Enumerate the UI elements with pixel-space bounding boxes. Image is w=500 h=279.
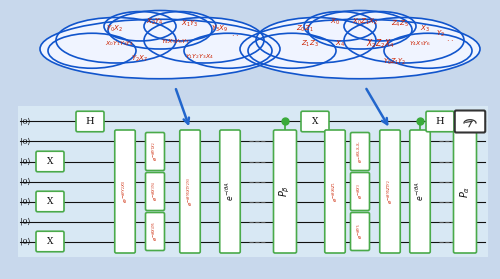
FancyBboxPatch shape [180, 130, 201, 253]
Text: $Y_0X_2$: $Y_0X_2$ [106, 24, 124, 34]
FancyBboxPatch shape [18, 107, 488, 256]
FancyBboxPatch shape [455, 110, 485, 133]
Ellipse shape [248, 33, 336, 68]
Ellipse shape [48, 33, 136, 68]
FancyBboxPatch shape [301, 111, 329, 132]
Text: $Z_1Z_3$: $Z_1Z_3$ [301, 39, 319, 49]
Text: $e^{-i\theta Y_1 X_2}$: $e^{-i\theta Y_1 X_2}$ [150, 142, 160, 161]
FancyBboxPatch shape [115, 130, 135, 253]
FancyBboxPatch shape [426, 111, 454, 132]
FancyBboxPatch shape [146, 133, 165, 170]
Text: $e^{-i\theta X_3 Y_4}$: $e^{-i\theta X_3 Y_4}$ [150, 182, 160, 201]
Text: $e^{-i\theta Y_2 X_0}$: $e^{-i\theta Y_2 X_0}$ [120, 180, 130, 203]
Text: $Y_4X_5Y_6$: $Y_4X_5Y_6$ [409, 40, 431, 49]
Text: H: H [86, 117, 94, 126]
Text: $X_0$: $X_0$ [330, 16, 340, 27]
Text: $e^{-i\theta X_0 Z_1}$: $e^{-i\theta X_0 Z_1}$ [330, 181, 340, 202]
Text: $e^{-i\theta X_3}$: $e^{-i\theta X_3}$ [356, 184, 364, 199]
Text: |0⟩: |0⟩ [20, 177, 30, 186]
Text: $P_\alpha$: $P_\alpha$ [458, 185, 472, 198]
FancyBboxPatch shape [146, 213, 165, 251]
Text: $X_1Y_3$: $X_1Y_3$ [182, 19, 198, 29]
Text: $..$: $..$ [231, 30, 239, 38]
Text: $e^{-i\theta A}$: $e^{-i\theta A}$ [224, 182, 236, 201]
Ellipse shape [308, 11, 412, 49]
Ellipse shape [144, 18, 264, 63]
Ellipse shape [344, 11, 416, 41]
Text: $Y_2X_7$: $Y_2X_7$ [132, 54, 148, 64]
Text: |0⟩: |0⟩ [20, 117, 30, 126]
FancyBboxPatch shape [325, 130, 345, 253]
FancyBboxPatch shape [36, 151, 64, 172]
FancyBboxPatch shape [380, 130, 400, 253]
Text: $Y_3X_9$: $Y_3X_9$ [212, 24, 228, 34]
Text: $Y_2$: $Y_2$ [436, 29, 444, 39]
Text: X: X [47, 197, 53, 206]
Ellipse shape [184, 33, 272, 68]
Text: H: H [436, 117, 444, 126]
Text: X: X [47, 157, 53, 166]
FancyBboxPatch shape [274, 130, 296, 253]
FancyBboxPatch shape [350, 172, 370, 210]
Text: $e^{-i\theta X_2 X_3 X_4}$: $e^{-i\theta X_2 X_3 X_4}$ [356, 140, 364, 163]
Text: |0⟩: |0⟩ [20, 198, 30, 206]
Text: |0⟩: |0⟩ [20, 138, 30, 146]
Text: $X_3$: $X_3$ [420, 24, 430, 34]
Text: $e^{-i\theta Y_0 X_1 Y_2 Y_3}$: $e^{-i\theta Y_0 X_1 Y_2 Y_3}$ [186, 177, 194, 206]
Text: $X_2Y_4$: $X_2Y_4$ [146, 16, 164, 27]
FancyBboxPatch shape [220, 130, 240, 253]
Ellipse shape [304, 11, 376, 41]
Text: $e^{-i\theta Y_5}$: $e^{-i\theta Y_5}$ [356, 224, 364, 239]
Text: $P_\beta$: $P_\beta$ [278, 186, 292, 198]
Text: $X_2Z_2X_4$: $X_2Z_2X_4$ [366, 38, 394, 50]
FancyBboxPatch shape [146, 172, 165, 210]
FancyBboxPatch shape [454, 130, 476, 253]
Text: |0⟩: |0⟩ [20, 237, 30, 246]
FancyBboxPatch shape [36, 191, 64, 212]
Text: $e^{-i\theta Y_0 Z_1 Y_2}$: $e^{-i\theta Y_0 Z_1 Y_2}$ [386, 179, 394, 204]
Text: $Y_1Y_2Y_3X_4$: $Y_1Y_2Y_3X_4$ [186, 52, 214, 61]
Text: |0⟩: |0⟩ [20, 218, 30, 225]
Text: $e^{-i\theta X_4 Y_5}$: $e^{-i\theta X_4 Y_5}$ [150, 222, 160, 241]
Ellipse shape [144, 11, 216, 41]
Text: $e^{-i\theta A}$: $e^{-i\theta A}$ [414, 182, 426, 201]
Ellipse shape [240, 19, 480, 79]
FancyBboxPatch shape [410, 130, 430, 253]
Text: X: X [312, 117, 318, 126]
Ellipse shape [56, 18, 176, 63]
FancyBboxPatch shape [76, 111, 104, 132]
Ellipse shape [344, 18, 464, 63]
Ellipse shape [104, 11, 176, 41]
Text: |0⟩: |0⟩ [20, 158, 30, 165]
FancyBboxPatch shape [36, 231, 64, 252]
Text: $Y_0Z_1Y_2$: $Y_0Z_1Y_2$ [384, 56, 406, 67]
FancyBboxPatch shape [350, 213, 370, 251]
Text: $X_4$: $X_4$ [335, 39, 345, 49]
Text: $Z_0Z_1$: $Z_0Z_1$ [296, 24, 314, 34]
Ellipse shape [108, 11, 212, 49]
Ellipse shape [384, 33, 472, 68]
Ellipse shape [256, 18, 376, 63]
Text: $X_0Y_1Y_3Y_4$: $X_0Y_1Y_3Y_4$ [106, 40, 134, 49]
Text: $X_0Z_1X_2$: $X_0Z_1X_2$ [352, 16, 378, 27]
Ellipse shape [40, 19, 280, 79]
Text: $Z_4Z_5$: $Z_4Z_5$ [391, 19, 409, 29]
Text: X: X [47, 237, 53, 246]
Text: $..$: $..$ [446, 35, 454, 43]
Text: $Y_4X_5Y_6Y_7$: $Y_4X_5Y_6Y_7$ [160, 37, 190, 46]
FancyBboxPatch shape [350, 133, 370, 170]
